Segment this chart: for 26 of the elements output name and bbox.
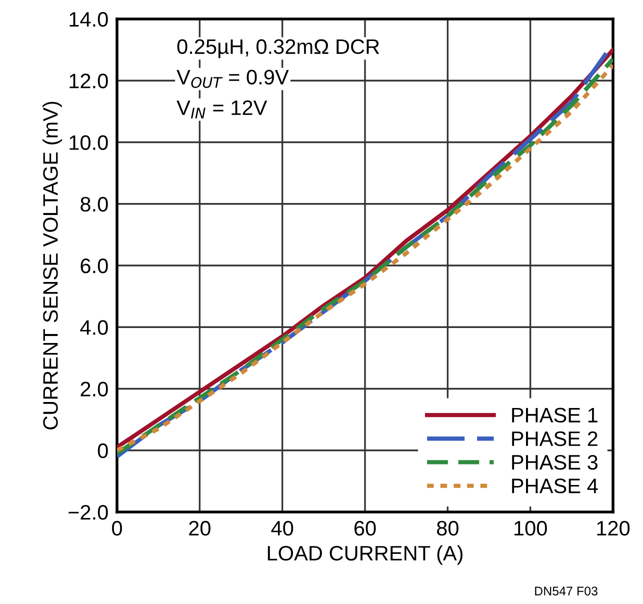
y-tick-label: 6.0 bbox=[80, 258, 108, 274]
x-axis-title: LOAD CURRENT (A) bbox=[268, 545, 462, 565]
y-tick-label: −2.0 bbox=[68, 505, 108, 520]
annotation: 0.25µH, 0.32mΩ DCR bbox=[177, 39, 380, 58]
annotation: V$_{IN}$ = 12V bbox=[176, 100, 268, 118]
annotation: V$_{OUT}$ = 0.9V bbox=[176, 70, 289, 88]
legend-label: PHASE 1 bbox=[512, 408, 598, 423]
x-tick-label: 60 bbox=[354, 520, 376, 536]
y-tick-label: 0 bbox=[98, 443, 108, 458]
x-tick-label: 40 bbox=[271, 520, 294, 536]
text: DN547 F03 bbox=[535, 586, 598, 596]
x-tick-label: 20 bbox=[189, 520, 210, 536]
legend-label: PHASE 4 bbox=[512, 478, 598, 494]
legend-label: PHASE 3 bbox=[512, 454, 598, 470]
y-tick-label: 12.0 bbox=[70, 74, 108, 88]
y-tick-label: 10.0 bbox=[70, 135, 108, 150]
legend-label: PHASE 2 bbox=[512, 431, 598, 446]
x-tick-label: 120 bbox=[597, 520, 630, 536]
y-tick-label: 4.0 bbox=[80, 320, 108, 335]
x-tick-label: 100 bbox=[514, 520, 547, 536]
y-tick-label: 2.0 bbox=[80, 382, 108, 397]
y-tick-label: 14.0 bbox=[70, 12, 108, 27]
x-tick-label: 80 bbox=[436, 520, 458, 536]
y-tick-label: 8.0 bbox=[80, 196, 108, 212]
x-tick-label: 0 bbox=[112, 520, 122, 536]
y-axis-title: CURRENT SENSE VOLTAGE (mV) bbox=[42, 102, 62, 430]
